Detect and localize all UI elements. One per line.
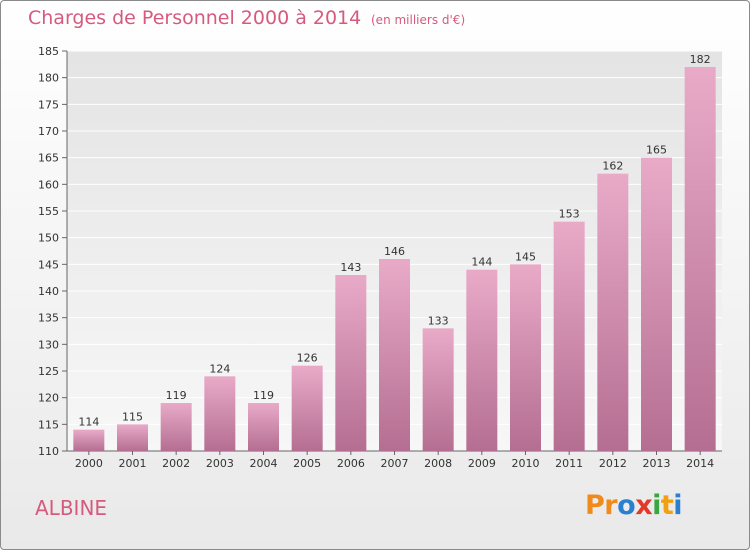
bar-2008 (422, 328, 454, 451)
bar-value-label: 145 (515, 250, 536, 263)
x-tick-label: 2009 (468, 457, 496, 470)
x-tick-label: 2010 (512, 457, 540, 470)
bar-2009 (466, 269, 498, 451)
bar-value-label: 115 (122, 410, 143, 423)
y-tick-label: 165 (38, 152, 59, 165)
y-tick-label: 155 (38, 205, 59, 218)
y-tick-label: 160 (38, 178, 59, 191)
logo-letter: P (585, 490, 605, 521)
x-tick-label: 2012 (599, 457, 627, 470)
logo-letter: i (673, 490, 683, 521)
bar-2013 (641, 157, 672, 451)
x-tick-label: 2005 (293, 457, 321, 470)
commune-name: ALBINE (35, 496, 108, 520)
logo-letter: i (652, 490, 661, 521)
bar-2005 (291, 365, 323, 451)
y-tick-label: 170 (38, 125, 59, 138)
bar-2012 (597, 173, 629, 451)
bar-value-label: 153 (559, 208, 580, 221)
bar-2011 (553, 221, 585, 451)
y-tick-label: 130 (38, 338, 59, 351)
bar-2010 (510, 264, 541, 451)
x-tick-label: 2008 (424, 457, 452, 470)
x-tick-label: 2003 (206, 457, 234, 470)
bar-2002 (160, 403, 192, 451)
x-tick-label: 2011 (555, 457, 583, 470)
y-tick-label: 135 (38, 312, 59, 325)
y-tick-label: 175 (38, 98, 59, 111)
bar-value-label: 119 (166, 389, 187, 402)
bar-value-label: 124 (209, 362, 230, 375)
y-tick-label: 120 (38, 392, 59, 405)
bar-value-label: 182 (690, 53, 711, 66)
y-tick-label: 115 (38, 418, 59, 431)
chart-title: Charges de Personnel 2000 à 2014 (28, 7, 362, 29)
bar-value-label: 162 (602, 160, 623, 173)
bar-2006 (335, 275, 367, 451)
x-tick-label: 2004 (250, 457, 278, 470)
logo-letter: o (617, 490, 636, 521)
y-tick-label: 185 (38, 45, 59, 58)
x-tick-label: 2001 (119, 457, 147, 470)
x-tick-label: 2002 (162, 457, 190, 470)
bar-2000 (73, 429, 105, 451)
x-tick-label: 2000 (75, 457, 103, 470)
proxiti-logo: Proxiti (585, 490, 683, 521)
y-tick-label: 110 (38, 445, 59, 458)
bar-2014 (684, 67, 716, 451)
bar-2007 (379, 259, 410, 451)
y-tick-label: 140 (38, 285, 59, 298)
x-tick-label: 2014 (686, 457, 714, 470)
chart-subtitle: (en milliers d'€) (371, 13, 466, 27)
y-tick-label: 150 (38, 232, 59, 245)
x-tick-label: 2013 (643, 457, 671, 470)
y-tick-label: 125 (38, 365, 59, 378)
x-tick-label: 2006 (337, 457, 365, 470)
x-tick-label: 2007 (381, 457, 409, 470)
bar-value-label: 146 (384, 245, 405, 258)
bar-value-label: 119 (253, 389, 274, 402)
y-tick-label: 180 (38, 72, 59, 85)
logo-letter: r (604, 490, 618, 521)
bar-value-label: 143 (340, 261, 361, 274)
logo-letter: x (635, 490, 653, 521)
bar-2003 (204, 376, 236, 451)
bar-value-label: 126 (297, 352, 318, 365)
bar-value-label: 144 (471, 256, 492, 269)
bar-value-label: 165 (646, 144, 667, 157)
logo-letter: t (660, 490, 674, 521)
bar-value-label: 114 (78, 416, 99, 429)
bar-value-label: 133 (428, 314, 449, 327)
y-tick-label: 145 (38, 258, 59, 271)
bar-2004 (248, 403, 279, 451)
bar-2001 (117, 424, 148, 451)
